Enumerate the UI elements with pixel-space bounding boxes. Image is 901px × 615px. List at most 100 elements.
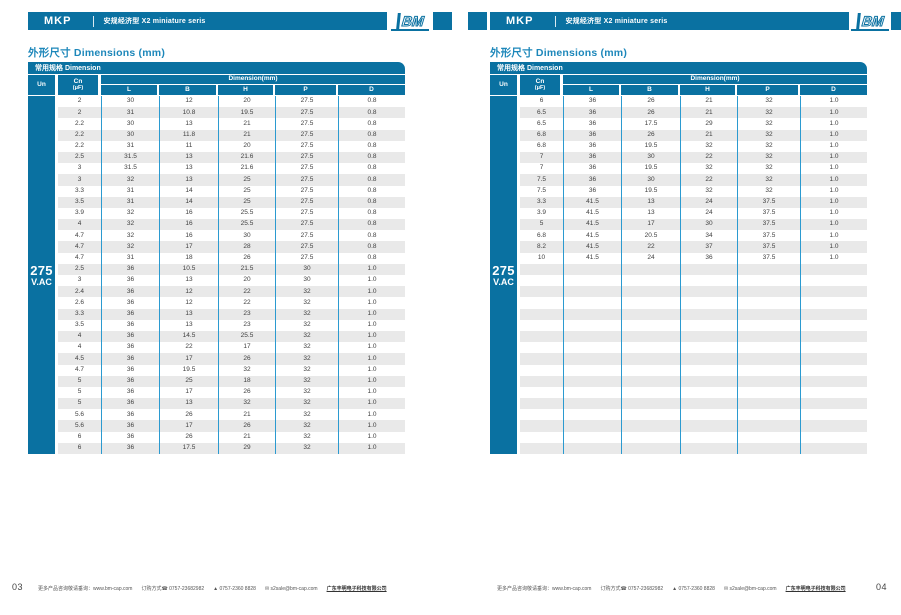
dim-cell: 1.0 [338,386,405,399]
dim-cell: 6.8 [520,129,563,141]
dim-cell [680,308,737,320]
dim-cell [800,263,867,275]
dim-cell: 22 [159,342,218,354]
dim-cell: 1.0 [338,375,405,387]
dim-cell: 32 [737,174,800,186]
table-row: 3.3 36 13 23 32 1.0 [28,308,405,320]
dim-cell: 36 [101,442,159,454]
dim-cell: 25 [218,185,275,197]
dim-cell: 1.0 [338,319,405,331]
dim-cell: 31 [101,196,159,208]
dim-cell [737,431,800,443]
table-row [490,275,867,287]
dim-cell: 32 [101,241,159,253]
dim-cell: 3.3 [58,308,101,320]
dim-cell: 3.3 [58,185,101,197]
dim-cell: 3.5 [58,319,101,331]
dim-cell: 20 [218,96,275,108]
dim-cell [520,275,563,287]
dim-cell: 21 [680,107,737,119]
order-label: 订购方式 [141,586,162,592]
dim-cell [800,353,867,365]
dim-cell: 11.8 [159,129,218,141]
dim-cell [800,308,867,320]
table-row: 6.5 36 17.5 29 32 1.0 [490,118,867,130]
dim-cell: 1.0 [338,398,405,410]
footer: 更多产品咨询敬请垂询：www.bm-cap.com 订购方式☎ 0757-236… [497,585,846,593]
dim-cell: 3 [58,174,101,186]
table-row: 4 36 14.5 25.5 32 1.0 [28,330,405,343]
dim-cell: 0.8 [338,96,405,108]
table-row: 5 36 17 26 32 1.0 [28,386,405,399]
dim-cell: 27.5 [275,118,338,130]
table-row: 4 32 16 25.5 27.5 0.8 [28,219,405,231]
dim-cell [737,420,800,432]
dim-cell: 1.0 [800,118,867,130]
dim-cell: 32 [275,286,338,298]
dim-cell: 10 [520,252,563,264]
dim-cell [563,319,621,331]
dim-cell: 32 [737,151,800,164]
table-row: 10 41.5 24 36 37.5 1.0 [490,252,867,264]
dim-cell: 12 [159,96,218,108]
dim-cell: 6.5 [520,118,563,130]
dim-cell: 5.6 [58,420,101,432]
dim-cell: 2.4 [58,286,101,298]
table-row: 3 36 13 20 30 1.0 [28,275,405,287]
dim-cell: 21 [218,431,275,443]
phone-icon: ☎ [161,586,168,592]
dim-cell: 1.0 [338,431,405,443]
dim-cell: 13 [621,207,680,220]
dim-cell: 6 [520,96,563,108]
dim-cell: 1.0 [800,241,867,253]
dim-cell [800,319,867,331]
dim-cell: 32 [680,185,737,197]
dim-cell: 3 [58,275,101,287]
dim-cell: 6 [58,431,101,443]
dim-cell [737,308,800,320]
dim-cell [621,364,680,376]
dim-cell: 0.8 [338,252,405,264]
table-row [490,398,867,410]
dim-cell: 16 [159,219,218,231]
dim-cell: 29 [218,442,275,454]
dim-cell [563,297,621,309]
table-row: 4.5 36 17 26 32 1.0 [28,353,405,365]
dim-cell: 11 [159,140,218,152]
header-divider [555,15,557,27]
dim-cell [520,297,563,309]
dim-cell: 1.0 [338,442,405,454]
table-row [490,308,867,320]
table-row [490,330,867,343]
footer: 更多产品咨询敬请垂询：www.bm-cap.com 订购方式☎ 0757-236… [38,585,387,593]
dim-cell: 36 [101,420,159,432]
company-name: 广东丰明电子科技有限公司 [326,586,387,592]
cn-symbol: Cn [73,77,83,85]
dim-cell [520,319,563,331]
dim-cell: 41.5 [563,196,621,208]
dim-cell: 1.0 [800,252,867,264]
series-label: 安规经济型 X2 miniature seris [103,18,206,25]
dim-cell: 41.5 [563,230,621,242]
dim-cell: 36 [563,118,621,130]
dim-cell: 19.5 [621,163,680,175]
dim-cell: 19.5 [159,364,218,376]
dim-cell [563,420,621,432]
dim-cell [621,297,680,309]
dim-cell: 21.6 [218,151,275,164]
dim-cell: 36 [101,286,159,298]
dim-cell [737,330,800,343]
dim-cell: 32 [737,96,800,108]
dim-cell [680,386,737,399]
dim-cell: 17 [159,420,218,432]
dim-cell [680,431,737,443]
table-row: 275 V.AC 2 30 12 20 27.5 0.8 [28,96,405,454]
section-title: 外形尺寸 Dimensions (mm) [490,47,628,59]
table-row: 4.7 32 17 28 27.5 0.8 [28,241,405,253]
dim-cell: 18 [159,252,218,264]
dim-cell [737,386,800,399]
product-type-label: MKP [506,15,534,27]
dim-cell: 5 [520,219,563,231]
dim-cell [621,420,680,432]
dim-cell: 27.5 [275,219,338,231]
